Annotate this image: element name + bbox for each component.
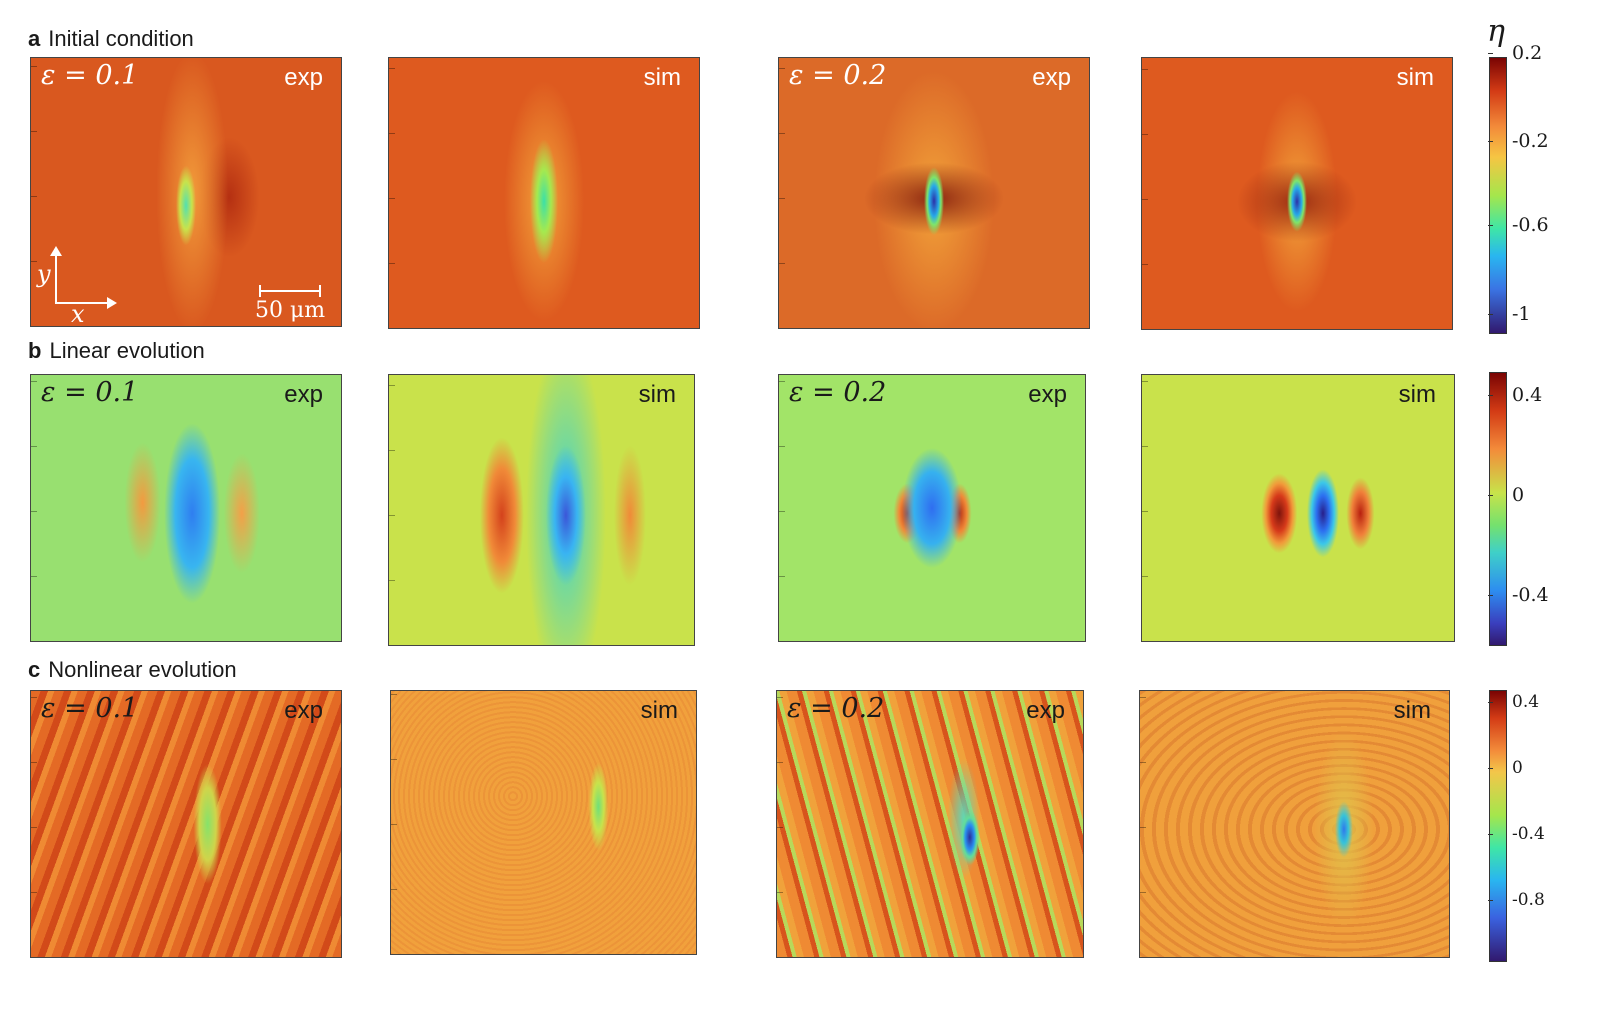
- panel-a-exp-eps01: ε = 0.1 exp y x 50 μm: [30, 57, 342, 327]
- epsilon-label: ε = 0.1: [41, 60, 139, 91]
- exp-tag: exp: [1026, 697, 1065, 724]
- row-b-label: b Linear evolution: [28, 338, 205, 364]
- axes-indicator: y x: [37, 244, 133, 327]
- colorbar-c-tick: -0.4: [1488, 824, 1545, 844]
- epsilon-label: ε = 0.2: [789, 60, 887, 91]
- panel-c-exp-eps02: ε = 0.2 exp: [776, 690, 1084, 958]
- sim-tag: sim: [1398, 381, 1436, 408]
- colorbar-b-tick: -0.4: [1488, 584, 1549, 606]
- colorbar-a: [1489, 57, 1507, 334]
- sim-tag: sim: [1396, 64, 1434, 91]
- colorbar-b-tick: 0.4: [1487, 384, 1543, 406]
- scale-bar: 50 μm: [255, 285, 325, 323]
- row-a-label: a Initial condition: [28, 26, 194, 52]
- colorbar-c-tick: 0.4: [1487, 692, 1540, 712]
- epsilon-label: ε = 0.2: [787, 693, 885, 724]
- colorbar-a-tick: 0.2: [1487, 42, 1543, 64]
- exp-tag: exp: [284, 64, 323, 91]
- sim-tag: sim: [640, 697, 678, 724]
- panel-b-exp-eps02: ε = 0.2 exp: [778, 374, 1086, 642]
- row-c-letter: c: [28, 657, 41, 682]
- row-a-title: Initial condition: [48, 26, 194, 51]
- exp-tag: exp: [284, 697, 323, 724]
- panel-a-exp-eps02: ε = 0.2 exp: [778, 57, 1090, 329]
- exp-tag: exp: [1032, 64, 1071, 91]
- y-arrow-icon: [50, 246, 62, 302]
- y-axis-label: y: [37, 260, 51, 288]
- sim-tag: sim: [638, 381, 676, 408]
- colorbar-a-tick: -0.2: [1488, 130, 1549, 152]
- colorbar-c: [1489, 690, 1507, 962]
- sim-tag: sim: [643, 64, 681, 91]
- panel-b-exp-eps01: ε = 0.1 exp: [30, 374, 342, 642]
- colorbar-b: [1489, 372, 1507, 646]
- panel-b-sim-eps01: sim: [388, 374, 695, 646]
- sim-tag: sim: [1393, 697, 1431, 724]
- x-axis-label: x: [71, 300, 85, 327]
- row-b-title: Linear evolution: [49, 338, 205, 363]
- colorbar-a-tick: -0.6: [1488, 214, 1549, 236]
- exp-tag: exp: [1028, 381, 1067, 408]
- row-c-title: Nonlinear evolution: [48, 657, 237, 682]
- panel-a-sim-eps01: sim: [388, 57, 700, 329]
- panel-c-exp-eps01: ε = 0.1 exp: [30, 690, 342, 958]
- epsilon-label: ε = 0.1: [41, 377, 139, 408]
- colorbar-a-tick: -1: [1488, 303, 1531, 325]
- x-arrow-icon: [55, 297, 117, 309]
- row-a-letter: a: [28, 26, 41, 51]
- scale-bar-label: 50 μm: [255, 298, 326, 323]
- panel-c-sim-eps01: sim: [390, 690, 697, 955]
- colorbar-c-tick: -0.8: [1488, 890, 1545, 910]
- epsilon-label: ε = 0.1: [41, 693, 139, 724]
- scale-bar-line: [259, 285, 321, 297]
- colorbar-b-tick: 0: [1487, 484, 1525, 506]
- row-b-letter: b: [28, 338, 42, 363]
- panel-b-sim-eps02: sim: [1141, 374, 1455, 642]
- panel-a-sim-eps02: sim: [1141, 57, 1453, 330]
- panel-c-sim-eps02: sim: [1139, 690, 1450, 958]
- row-c-label: c Nonlinear evolution: [28, 657, 237, 683]
- colorbar-c-tick: 0: [1488, 758, 1523, 778]
- exp-tag: exp: [284, 381, 323, 408]
- epsilon-label: ε = 0.2: [789, 377, 887, 408]
- colorbar-title: η: [1487, 14, 1505, 49]
